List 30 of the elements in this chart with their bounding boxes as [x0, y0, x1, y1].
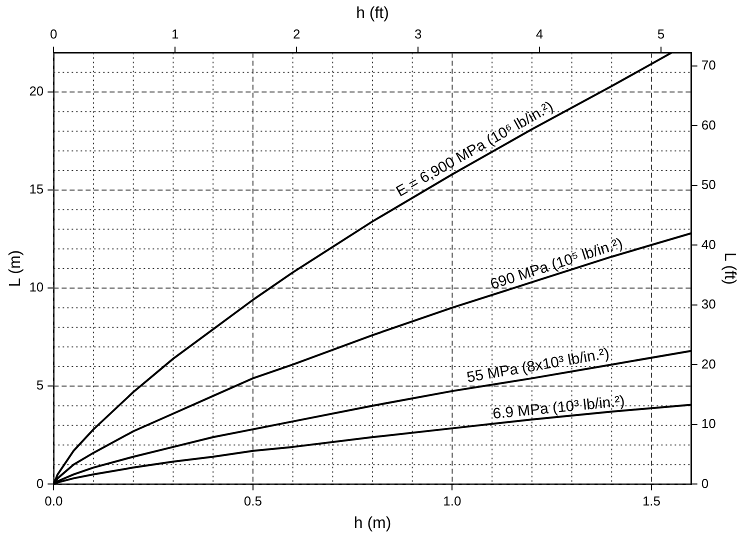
annotation: 690 MPa (10⁵ lb/in.²)	[488, 234, 625, 294]
y2-tick-label: 0	[701, 476, 709, 491]
x-tick-label: 1.0	[443, 494, 462, 509]
y2-tick-label: 40	[701, 236, 716, 252]
x2-axis-title: h (ft)	[356, 5, 389, 22]
x-axis-title: h (m)	[354, 514, 392, 532]
annotation: 55 MPa (8x10³ lb/in.²)	[466, 345, 611, 386]
y2-tick-label: 60	[701, 117, 716, 132]
y2-tick-label: 70	[701, 58, 716, 73]
y2-tick-label: 10	[701, 416, 716, 432]
y-tick-label: 5	[36, 378, 44, 393]
y-tick-label: 15	[29, 182, 44, 197]
x2-tick-label: 5	[657, 26, 665, 42]
y2-axis-title: L (ft)	[720, 252, 738, 285]
x-tick-label: 0.5	[244, 494, 262, 509]
x2-tick-label: 0	[50, 26, 58, 42]
y-axis-title: L (m)	[7, 250, 24, 287]
y2-tick-label: 20	[701, 356, 716, 372]
annotation: 6.9 MPa (10³ lb/in.²)	[492, 392, 626, 423]
x2-tick-label: 3	[414, 26, 422, 42]
x2-tick-label: 2	[292, 26, 300, 42]
y2-tick-label: 30	[701, 296, 716, 312]
x2-tick-label: 4	[536, 26, 544, 42]
x-tick-label: 0.0	[44, 494, 63, 509]
y-tick-label: 20	[29, 84, 44, 99]
y-tick-label: 0	[36, 476, 44, 491]
y-tick-label: 10	[29, 280, 44, 295]
y2-tick-label: 50	[701, 177, 716, 192]
x2-tick-label: 1	[172, 26, 179, 42]
x-tick-label: 1.5	[642, 494, 661, 509]
